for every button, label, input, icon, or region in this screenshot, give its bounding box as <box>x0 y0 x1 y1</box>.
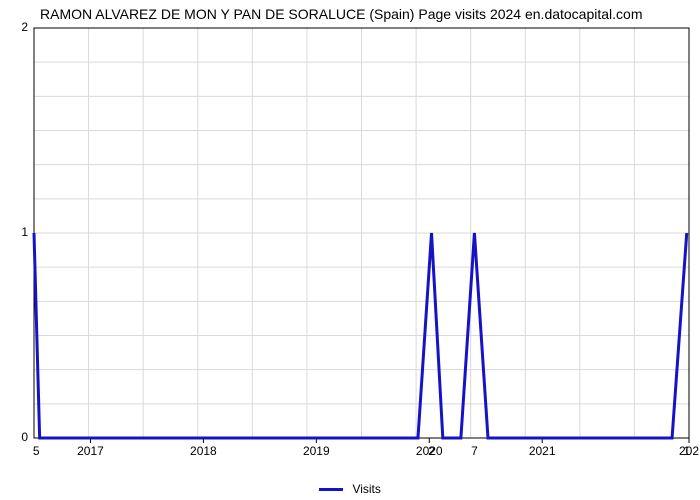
visits-line-chart <box>0 0 700 500</box>
y-tick-label: 2 <box>4 20 28 34</box>
legend-swatch <box>319 488 343 491</box>
x-tick-label: 2019 <box>303 444 330 458</box>
data-point-label: 5 <box>33 444 40 458</box>
data-point-label: 1 <box>683 444 690 458</box>
data-point-label: 2 <box>428 444 435 458</box>
x-tick-label: 2021 <box>529 444 556 458</box>
data-point-label: 7 <box>471 444 478 458</box>
legend-label: Visits <box>352 482 380 496</box>
legend: Visits <box>0 481 700 496</box>
y-tick-label: 0 <box>4 430 28 444</box>
x-tick-label: 2018 <box>190 444 217 458</box>
x-tick-label: 2017 <box>77 444 104 458</box>
y-tick-label: 1 <box>4 225 28 239</box>
